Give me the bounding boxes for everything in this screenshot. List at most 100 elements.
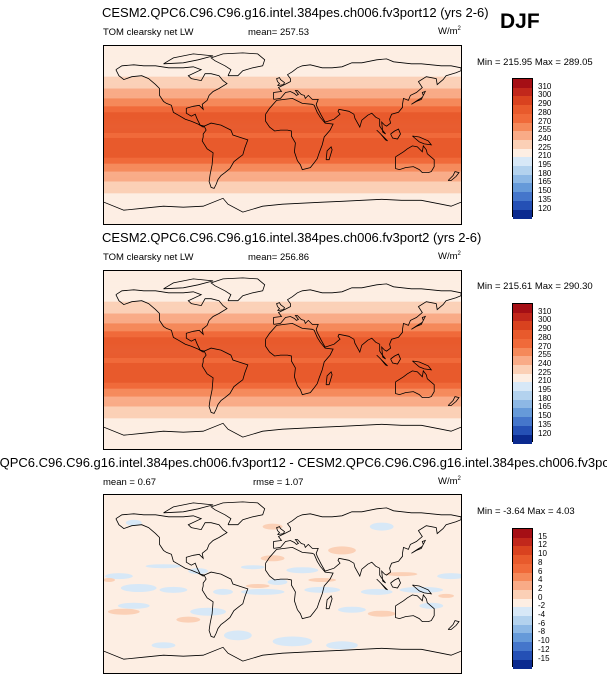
field-band (104, 441, 461, 443)
colorbar-tick-label: 15 (538, 531, 547, 541)
field-band (104, 353, 461, 355)
field-band (104, 125, 461, 127)
field-band (104, 164, 461, 166)
field-band (104, 138, 461, 141)
field-band (104, 74, 461, 76)
anomaly-patch (176, 616, 201, 623)
field-band (104, 76, 461, 78)
field-band (104, 361, 461, 364)
colorbar-tick-label: -10 (538, 636, 550, 646)
field-band (104, 380, 461, 383)
colorbar-tick-label: 300 (538, 90, 552, 100)
field-band (104, 344, 461, 346)
coastline-path (104, 197, 461, 213)
coastline-path (115, 64, 228, 128)
field-band (104, 420, 461, 422)
colorbar-box (512, 78, 533, 219)
field-band (104, 332, 461, 334)
field-band (104, 358, 461, 360)
field-band (104, 444, 461, 446)
anomaly-patch (267, 579, 288, 585)
coastline-path (201, 347, 249, 414)
colorbar-tick-label: 195 (538, 160, 552, 169)
field-band (104, 137, 461, 140)
field-band (104, 387, 461, 389)
field-band (104, 194, 461, 196)
colorbar-tick-label: -15 (538, 653, 550, 663)
coastline-path (376, 578, 388, 591)
field-band (104, 276, 461, 279)
colorbar-tick-label: 12 (538, 540, 547, 550)
colorbar-box (512, 528, 533, 669)
field-band (104, 86, 461, 88)
field-band (104, 109, 461, 111)
anomaly-patch (272, 636, 313, 647)
colorbar-tick-label: 10 (538, 549, 547, 559)
field-band (104, 294, 461, 297)
field-band (104, 173, 461, 175)
colorbar-tick-label: -12 (538, 644, 550, 654)
colorbar-tick-label: -2 (538, 601, 546, 611)
anomaly-patch (438, 593, 454, 598)
colorbar-tick-label: 300 (538, 315, 552, 325)
field-band (104, 446, 461, 448)
field-band (104, 363, 461, 366)
coastline-path (390, 577, 401, 589)
field-band (104, 98, 461, 100)
field-band (104, 273, 461, 276)
field-band (104, 114, 461, 116)
field-band (104, 429, 461, 431)
field-band (104, 337, 461, 339)
field-band (104, 311, 461, 313)
field-band (104, 62, 461, 65)
field-band (104, 193, 461, 195)
field-band (104, 176, 461, 178)
field-band (104, 135, 461, 137)
coastline-path (411, 315, 427, 330)
field-band (104, 382, 461, 385)
field-band (104, 366, 461, 369)
panel3-left-label: mean = 0.67 (103, 477, 157, 488)
field-band (104, 304, 461, 306)
field-band (104, 163, 461, 165)
field-band (104, 443, 461, 445)
field-band (104, 314, 461, 316)
anomaly-patch (367, 610, 396, 617)
field-band (104, 328, 461, 330)
field-band (104, 65, 461, 68)
field-band (104, 373, 461, 376)
field-band (104, 71, 461, 73)
field-band (104, 169, 461, 171)
field-band (104, 413, 461, 415)
coastline-path (104, 422, 461, 438)
field-band (104, 384, 461, 387)
colorbar-tick-label: 180 (538, 393, 552, 403)
field-band (104, 271, 461, 274)
field-band (104, 167, 461, 169)
field-band (104, 153, 461, 156)
field-band (104, 51, 461, 54)
anomaly-patch (188, 568, 209, 575)
field-band (104, 356, 461, 358)
field-band (104, 106, 461, 108)
field-band (104, 91, 461, 93)
coastline-path (265, 546, 334, 620)
coastline-path (395, 593, 435, 622)
field-band (104, 116, 461, 118)
field-band (104, 410, 461, 412)
field-band (104, 199, 461, 201)
field-band (104, 212, 461, 214)
coastline-path (411, 90, 427, 105)
field-band (104, 432, 461, 434)
panel2-title: CESM2.QPC6.C96.C96.g16.intel.384pes.ch00… (102, 230, 482, 245)
field-band (104, 348, 461, 350)
coastline-path (265, 322, 334, 396)
field-band (104, 214, 461, 216)
field-band (104, 161, 461, 163)
panel2-center-label: mean= 256.86 (248, 252, 310, 263)
field-band (104, 408, 461, 410)
field-band (104, 210, 461, 212)
coastline-path (411, 539, 427, 554)
field-band (104, 47, 461, 50)
anomaly-patch (104, 578, 115, 582)
